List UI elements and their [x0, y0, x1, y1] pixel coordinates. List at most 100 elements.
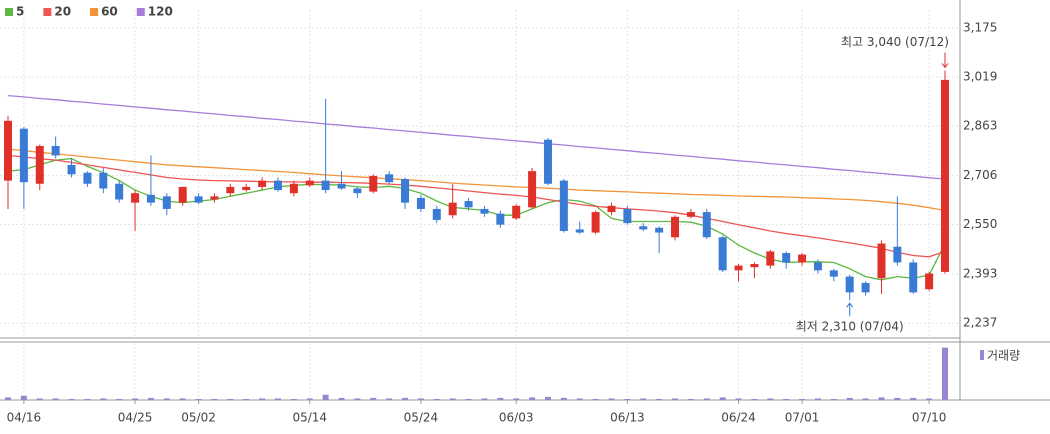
volume-bar	[211, 398, 218, 400]
candle-body	[401, 179, 410, 203]
volume-bar	[322, 394, 329, 400]
volume-bar	[402, 397, 409, 400]
volume-bar	[84, 398, 91, 400]
volume-bar	[608, 398, 615, 400]
candle-body	[686, 212, 695, 217]
volume-bar	[195, 398, 202, 400]
candle-body	[19, 128, 28, 183]
volume-bar	[465, 398, 472, 400]
candle-body	[671, 216, 680, 238]
legend-swatch	[5, 8, 13, 16]
volume-bar	[942, 347, 948, 400]
annotation-low: 최저 2,310 (07/04)	[796, 320, 904, 334]
volume-bar	[243, 398, 250, 400]
volume-bar	[719, 397, 726, 400]
volume-bar	[783, 398, 790, 400]
legend-swatch	[90, 8, 99, 16]
candle-body	[146, 194, 155, 203]
volume-legend-swatch	[980, 350, 984, 360]
volume-bar	[52, 398, 59, 400]
volume-bar	[751, 398, 758, 400]
candle-body	[273, 180, 282, 191]
candle-body	[591, 212, 600, 233]
candle-body	[813, 262, 822, 271]
ma-line	[7, 94, 946, 180]
volume-bar	[259, 398, 266, 400]
x-tick-label: 04/16	[7, 411, 42, 425]
candle-body	[258, 180, 267, 187]
volume-bar	[799, 398, 806, 400]
x-tick-label: 04/25	[118, 411, 153, 425]
volume-bar	[227, 398, 234, 400]
candle-body	[734, 265, 743, 271]
volume-bar	[894, 397, 901, 400]
candle-body	[941, 79, 949, 272]
candle-body	[798, 254, 807, 263]
volume-bar	[926, 398, 933, 400]
candle-body	[448, 202, 457, 216]
legend-label: 120	[148, 5, 173, 19]
y-tick-label: 2,237	[963, 316, 997, 330]
candle-body	[543, 139, 552, 184]
x-tick-label: 06/03	[499, 411, 534, 425]
candle-body	[210, 196, 219, 200]
candle-body	[575, 229, 584, 233]
candle-body	[115, 183, 124, 200]
candle-body	[416, 197, 425, 209]
volume-bar	[354, 398, 361, 400]
candle-body	[242, 186, 251, 191]
volume-bar	[179, 398, 186, 400]
volume-bar	[116, 398, 123, 400]
candle-body	[226, 186, 235, 194]
volume-bar	[735, 398, 742, 400]
y-tick-label: 2,706	[963, 168, 997, 182]
volume-legend-label: 거래량	[987, 349, 1020, 363]
candle-body	[194, 196, 203, 203]
volume-bar	[68, 398, 75, 400]
candle-body	[607, 205, 616, 213]
legend-label: 20	[54, 5, 71, 19]
candle-body	[432, 208, 441, 220]
annotation-arrow	[846, 302, 854, 317]
x-tick-label: 06/13	[610, 411, 645, 425]
volume-bar	[5, 397, 11, 400]
x-tick-label: 07/01	[785, 411, 820, 425]
volume-bar	[147, 397, 154, 400]
candle-body	[655, 227, 664, 233]
volume-bar	[529, 397, 536, 400]
volume-bar	[640, 398, 647, 400]
candle-body	[289, 183, 298, 194]
volume-bar	[672, 398, 679, 400]
volume-bar	[481, 398, 488, 400]
candle-body	[99, 172, 108, 189]
candle-body	[623, 208, 632, 224]
volume-bar	[306, 398, 313, 400]
y-tick-label: 3,019	[963, 70, 997, 84]
candle-body	[178, 186, 187, 203]
volume-bar	[862, 398, 869, 400]
volume-bar	[846, 397, 853, 400]
legend-swatch	[136, 8, 145, 16]
y-tick-label: 2,863	[963, 119, 997, 133]
volume-bar	[830, 398, 837, 400]
y-tick-label: 2,393	[963, 267, 997, 281]
candle-body	[131, 193, 140, 203]
ma-line	[7, 148, 946, 212]
volume-bar	[20, 395, 27, 400]
volume-bar	[624, 398, 631, 400]
candle-body	[639, 226, 648, 230]
volume-bar	[100, 398, 107, 400]
volume-bar	[274, 398, 281, 400]
x-tick-label: 07/10	[912, 411, 947, 425]
volume-bar	[910, 397, 917, 400]
x-tick-label: 05/02	[181, 411, 216, 425]
candle-body	[702, 212, 711, 238]
volume-bar	[513, 398, 520, 400]
candle-body	[718, 237, 727, 271]
candle-body	[750, 264, 759, 268]
candle-body	[35, 145, 44, 184]
candle-body	[385, 174, 394, 183]
volume-bar	[703, 398, 710, 400]
volume-bar	[767, 398, 774, 400]
